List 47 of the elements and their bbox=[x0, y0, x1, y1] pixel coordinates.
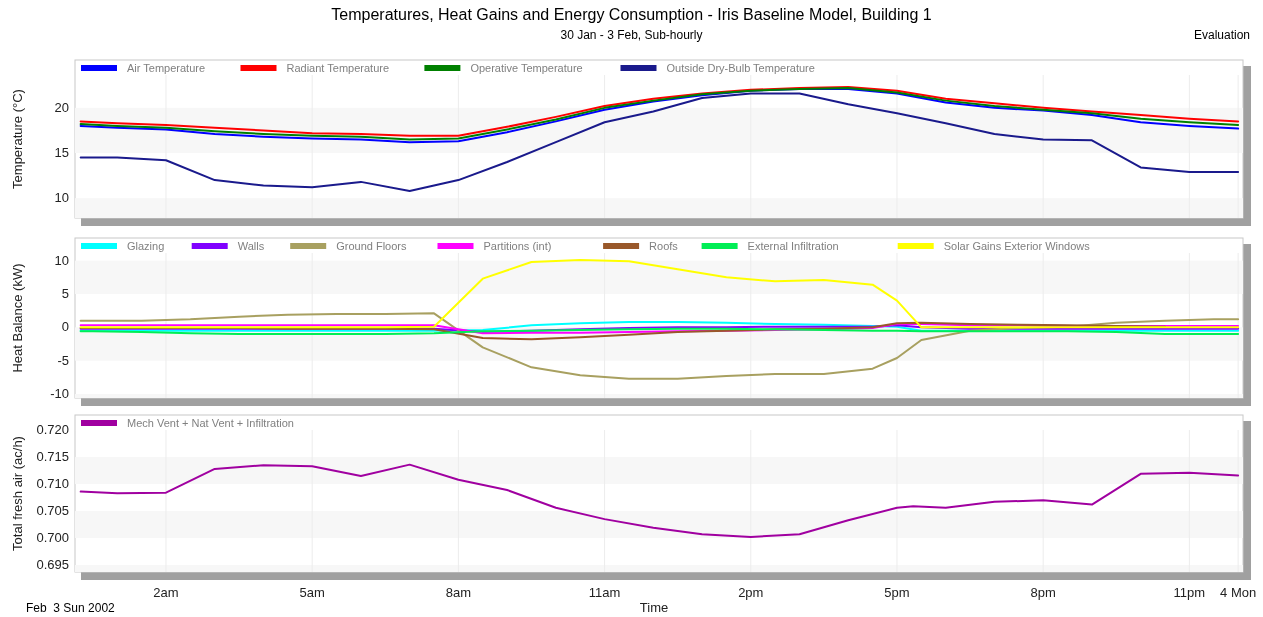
legend-label: External Infiltration bbox=[747, 240, 839, 252]
x-axis-title: Time bbox=[639, 600, 669, 615]
legend-label: Radiant Temperature bbox=[286, 62, 390, 74]
legend-label: Partitions (int) bbox=[483, 240, 552, 252]
y-tick-label: 0 bbox=[61, 319, 69, 335]
line-series bbox=[79, 463, 1240, 538]
x-tick-label: 11pm bbox=[1173, 585, 1206, 600]
legend-label: Outside Dry-Bulb Temperature bbox=[666, 62, 815, 74]
line-series bbox=[79, 312, 1240, 380]
y-tick-label: 20 bbox=[54, 99, 69, 115]
legend-label: Mech Vent + Nat Vent + Infiltration bbox=[127, 417, 294, 429]
y-tick-label: 0.710 bbox=[36, 476, 69, 492]
x-tick-label: 11am bbox=[588, 585, 621, 600]
legend-label: Roofs bbox=[649, 240, 679, 252]
text: Evaluation bbox=[1193, 28, 1250, 42]
line-series bbox=[79, 92, 1240, 192]
y-tick-label: 0.720 bbox=[36, 422, 69, 438]
chart-subtitle: 30 Jan - 3 Feb, Sub-hourly bbox=[560, 28, 703, 42]
line-series bbox=[79, 259, 1240, 329]
y-axis-title: Temperature (°C) bbox=[10, 89, 25, 189]
x-tick-label: 5am bbox=[299, 585, 325, 600]
y-tick-label: -5 bbox=[57, 352, 69, 368]
y-tick-label: 0.705 bbox=[36, 503, 69, 519]
y-tick-label: -10 bbox=[50, 386, 69, 401]
y-tick-label: 15 bbox=[54, 144, 69, 160]
y-tick-label: 10 bbox=[54, 190, 69, 206]
y-tick-label: 0.715 bbox=[36, 449, 69, 465]
legend-label: Ground Floors bbox=[336, 240, 408, 252]
text: Feb 3 Sun 2002 bbox=[26, 601, 116, 615]
x-tick-label: 8pm bbox=[1030, 585, 1056, 600]
x-tick-label: 2pm bbox=[738, 585, 764, 600]
x-tick-label: 4 Mon bbox=[1220, 585, 1257, 600]
legend-label: Walls bbox=[237, 240, 265, 252]
x-tick-label: 5pm bbox=[884, 585, 910, 600]
chart-title: Temperatures, Heat Gains and Energy Consumption - Iris Baseline Model, Building 1 bbox=[331, 6, 932, 23]
x-tick-label: 8am bbox=[445, 585, 472, 600]
y-tick-label: 10 bbox=[54, 252, 69, 268]
legend-label: Glazing bbox=[127, 240, 165, 252]
legend-label: Solar Gains Exterior Windows bbox=[943, 240, 1091, 252]
y-tick-label: 0.700 bbox=[36, 530, 69, 546]
y-axis-title: Total fresh air (ac/h) bbox=[10, 436, 25, 551]
y-tick-label: 0.695 bbox=[36, 556, 69, 572]
y-tick-label: 5 bbox=[61, 286, 69, 301]
x-tick-label: 2am bbox=[153, 585, 179, 600]
y-axis-title: Heat Balance (kW) bbox=[10, 263, 25, 373]
legend-label: Air Temperature bbox=[127, 62, 206, 74]
legend-label: Operative Temperature bbox=[470, 62, 583, 74]
